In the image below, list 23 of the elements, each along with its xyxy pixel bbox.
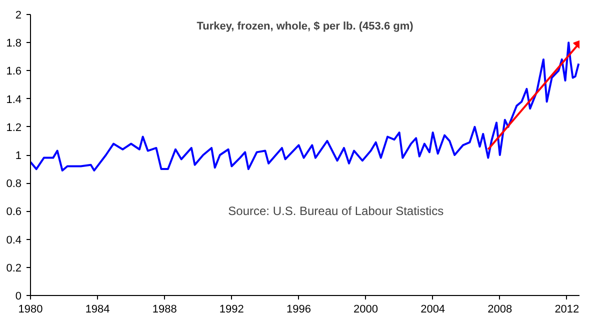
x-tick-label: 2012 — [554, 304, 580, 316]
y-tick-label: 0.6 — [6, 206, 22, 218]
y-tick-label: 1.6 — [6, 66, 22, 78]
x-tick-label: 2008 — [488, 304, 512, 316]
y-tick-label: 1.2 — [6, 122, 22, 134]
x-tick-label: 1992 — [219, 304, 244, 316]
y-tick-label: 2 — [15, 10, 22, 22]
x-tick-label: 2004 — [420, 304, 446, 316]
y-tick-label: 0.8 — [6, 178, 22, 190]
x-tick-label: 1984 — [85, 304, 110, 316]
line-series — [30, 42, 580, 172]
y-tick-label: 1 — [15, 150, 22, 162]
y-tick-label: 0.4 — [6, 234, 22, 246]
y-tick-label: 1.4 — [6, 94, 22, 106]
text: Turkey, frozen, whole, $ per lb. (453.6 gm) — [196, 20, 414, 32]
y-tick-label: 0 — [15, 290, 22, 302]
annotation: Source: U.S. Bureau of Labour Statistics — [228, 204, 444, 218]
x-tick-label: 1980 — [18, 304, 43, 316]
y-tick-label: 1.8 — [6, 38, 22, 50]
y-tick-label: 0.2 — [6, 262, 22, 274]
x-tick-label: 2000 — [354, 304, 378, 316]
x-tick-label: 1996 — [286, 304, 311, 316]
x-tick-label: 1988 — [152, 304, 177, 316]
